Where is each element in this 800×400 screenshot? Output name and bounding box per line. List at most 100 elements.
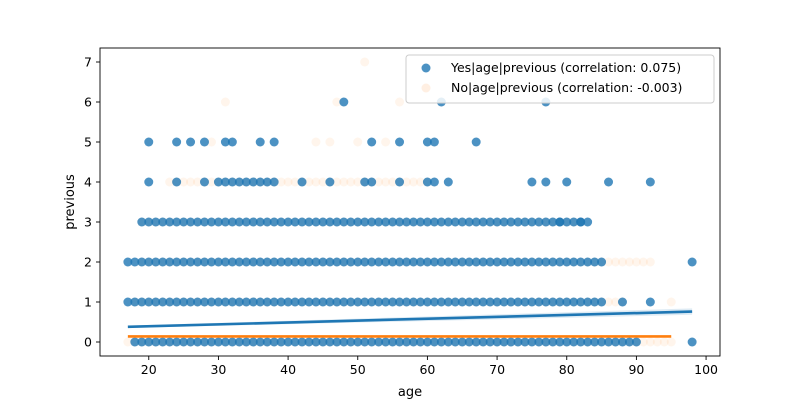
x-tick-label: 60 <box>419 362 435 377</box>
data-point <box>408 257 418 267</box>
y-tick-label: 2 <box>84 255 92 270</box>
data-point <box>255 177 265 187</box>
data-point <box>269 137 279 147</box>
data-point <box>485 217 495 227</box>
data-point <box>151 257 161 267</box>
data-point <box>346 257 356 267</box>
data-point <box>234 337 244 347</box>
data-point <box>172 137 182 147</box>
data-point <box>624 257 634 267</box>
data-point <box>304 217 314 227</box>
data-point <box>283 257 293 267</box>
data-point <box>297 337 307 347</box>
data-point <box>569 337 579 347</box>
data-point <box>199 257 209 267</box>
data-point <box>652 337 662 347</box>
data-point <box>318 177 328 187</box>
data-point <box>290 217 300 227</box>
data-point <box>569 217 579 227</box>
data-point <box>158 297 168 307</box>
data-point <box>346 337 356 347</box>
data-point <box>638 337 648 347</box>
data-point <box>436 337 446 347</box>
data-point <box>590 337 600 347</box>
data-point <box>395 137 405 147</box>
data-point <box>144 137 154 147</box>
y-axis-label: previous <box>63 174 78 230</box>
data-point <box>137 257 147 267</box>
legend-label-no: No|age|previous (correlation: -0.003) <box>451 80 682 95</box>
data-point <box>645 257 655 267</box>
data-point <box>388 217 398 227</box>
plot-frame <box>99 47 721 357</box>
data-point <box>534 217 544 227</box>
data-point <box>297 257 307 267</box>
legend-frame <box>405 54 715 104</box>
data-point <box>381 137 391 147</box>
data-point <box>339 257 349 267</box>
data-point <box>562 337 572 347</box>
data-point <box>186 217 196 227</box>
data-point <box>290 257 300 267</box>
data-point <box>464 257 474 267</box>
data-point <box>339 217 349 227</box>
data-point <box>367 297 377 307</box>
data-point <box>276 177 286 187</box>
data-point <box>165 337 175 347</box>
data-point <box>645 337 655 347</box>
data-point <box>569 257 579 267</box>
data-point <box>402 297 412 307</box>
data-point <box>255 217 265 227</box>
data-point <box>374 177 384 187</box>
data-point <box>499 337 509 347</box>
data-point <box>144 177 154 187</box>
data-point <box>241 337 251 347</box>
data-point <box>555 217 565 227</box>
data-point <box>513 257 523 267</box>
data-point <box>325 337 335 347</box>
data-point <box>527 337 537 347</box>
data-point <box>220 297 230 307</box>
x-axis-label: age <box>398 385 422 400</box>
data-point <box>408 177 418 187</box>
data-point <box>255 297 265 307</box>
data-point <box>297 297 307 307</box>
data-point <box>353 297 363 307</box>
data-point <box>158 337 168 347</box>
data-point <box>262 177 272 187</box>
data-point <box>137 217 147 227</box>
data-point <box>158 257 168 267</box>
data-point <box>346 217 356 227</box>
data-point <box>179 257 189 267</box>
legend-label-yes: Yes|age|previous (correlation: 0.075) <box>450 60 681 75</box>
data-point <box>381 297 391 307</box>
data-point <box>367 257 377 267</box>
data-point <box>339 297 349 307</box>
data-point <box>297 217 307 227</box>
y-axis: 0 1 2 3 4 5 6 7 <box>84 55 100 350</box>
data-point <box>492 257 502 267</box>
data-point <box>165 257 175 267</box>
data-point <box>199 337 209 347</box>
data-point <box>165 177 175 187</box>
data-point <box>360 297 370 307</box>
data-point <box>255 337 265 347</box>
data-point <box>144 297 154 307</box>
data-point <box>374 337 384 347</box>
data-point <box>534 257 544 267</box>
data-point <box>457 217 467 227</box>
data-point <box>534 297 544 307</box>
data-point <box>220 257 230 267</box>
data-point <box>485 297 495 307</box>
data-point <box>206 217 216 227</box>
data-point <box>576 337 586 347</box>
data-point <box>687 337 697 347</box>
data-point <box>436 297 446 307</box>
data-point <box>227 297 237 307</box>
data-point <box>283 217 293 227</box>
data-point <box>360 257 370 267</box>
data-point <box>325 297 335 307</box>
data-point <box>130 337 140 347</box>
data-point <box>339 177 349 187</box>
